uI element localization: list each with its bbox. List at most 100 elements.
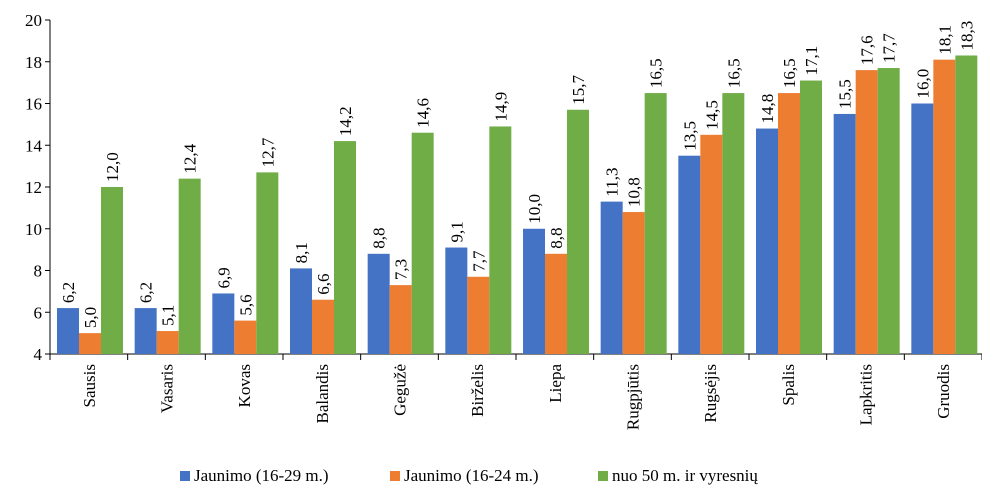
- data-label: 17,6: [858, 35, 877, 65]
- legend-swatch: [180, 471, 190, 481]
- bar: [445, 247, 468, 354]
- legend-swatch: [390, 471, 400, 481]
- bar: [411, 132, 434, 354]
- data-label: 8,8: [547, 228, 566, 249]
- bar: [467, 276, 490, 354]
- data-label: 16,5: [780, 58, 799, 88]
- data-label: 10,0: [525, 194, 544, 224]
- category-label: Rugpjūtis: [624, 364, 643, 430]
- data-label: 5,0: [81, 307, 100, 328]
- y-tick-label: 18: [25, 53, 42, 72]
- data-label: 5,1: [159, 305, 178, 326]
- data-label: 7,7: [469, 250, 488, 272]
- bar: [955, 55, 978, 355]
- bar: [134, 308, 157, 354]
- bar: [678, 155, 701, 354]
- category-label: Liepa: [546, 364, 565, 403]
- data-label: 6,9: [214, 267, 233, 288]
- data-label: 12,4: [181, 143, 200, 173]
- bar: [234, 320, 257, 354]
- bar: [800, 80, 822, 354]
- category-label: Spalis: [779, 364, 798, 406]
- y-tick-label: 10: [25, 220, 42, 239]
- data-label: 17,7: [880, 33, 899, 63]
- data-label: 16,5: [724, 58, 743, 88]
- data-label: 15,5: [836, 79, 855, 109]
- data-label: 6,6: [314, 273, 333, 294]
- y-tick-label: 6: [34, 303, 43, 322]
- data-label: 14,9: [491, 92, 510, 122]
- data-label: 13,5: [680, 121, 699, 151]
- category-label: Birželis: [468, 364, 487, 417]
- y-tick-label: 14: [25, 136, 43, 155]
- bar: [778, 93, 800, 354]
- data-label: 12,7: [258, 137, 277, 167]
- legend-swatch: [598, 471, 608, 481]
- bar: [334, 141, 356, 354]
- bar: [156, 331, 179, 354]
- data-label: 6,2: [59, 282, 78, 303]
- legend-label: nuo 50 m. ir vyresnių: [612, 466, 758, 485]
- category-labels: Sausis Vasaris Kovas Balandis Gegužė Birželis…: [80, 364, 953, 431]
- legend: Jaunimo (16-29 m.) Jaunimo (16-24 m.) nuo …: [180, 466, 758, 485]
- data-label: 8,8: [370, 228, 389, 249]
- value-labels: 6,2 6,2 6,9 8,1 8,8 9,1 10,0 11,3 13,5 14,8 15,5 16…: [59, 21, 976, 328]
- data-label: 16,0: [913, 69, 932, 99]
- y-tick-label: 20: [25, 11, 42, 30]
- category-label: Balandis: [313, 364, 332, 424]
- bar: [833, 113, 856, 354]
- bar: [545, 253, 567, 354]
- bar: [367, 253, 390, 354]
- category-label: Rugsėjis: [701, 364, 720, 423]
- bar: [722, 93, 745, 354]
- bar: [79, 333, 101, 354]
- data-label: 14,5: [702, 100, 721, 130]
- bar: [933, 59, 956, 354]
- bar: [101, 187, 123, 354]
- bar: [911, 103, 934, 354]
- bar: [523, 228, 545, 354]
- bar: [644, 93, 667, 354]
- y-tick-label: 4: [34, 345, 43, 364]
- category-label: Gruodis: [934, 364, 953, 419]
- bar: [700, 134, 723, 354]
- y-tick-label: 16: [25, 95, 42, 114]
- data-label: 14,8: [758, 94, 777, 124]
- bar: [212, 293, 235, 354]
- data-label: 10,8: [625, 177, 644, 207]
- data-label: 8,1: [292, 242, 311, 263]
- bar: [256, 172, 279, 354]
- data-label: 18,3: [957, 21, 976, 51]
- data-label: 5,6: [236, 294, 255, 315]
- bar: [57, 308, 79, 354]
- category-label: Vasaris: [158, 364, 177, 413]
- category-label: Lapkritis: [857, 364, 876, 425]
- bar: [389, 285, 412, 354]
- bar: [489, 126, 512, 355]
- category-label: Gegužė: [391, 364, 410, 416]
- data-label: 9,1: [447, 221, 466, 242]
- data-label: 6,2: [137, 282, 156, 303]
- bar: [600, 201, 623, 354]
- data-label: 15,7: [569, 75, 588, 105]
- data-label: 14,6: [414, 98, 433, 128]
- category-label: Kovas: [235, 364, 254, 407]
- bar: [290, 268, 312, 354]
- bar: [877, 68, 900, 354]
- y-tick-label: 8: [34, 262, 43, 281]
- bar: [567, 109, 589, 354]
- axes: 4 6 8 10 12 14 16 18 20: [25, 11, 982, 364]
- data-label: 17,1: [802, 46, 821, 76]
- data-label: 18,1: [935, 25, 954, 55]
- data-label: 16,5: [647, 58, 666, 88]
- bar: [855, 70, 878, 354]
- category-label: Sausis: [80, 364, 99, 407]
- bar: [312, 299, 334, 354]
- legend-label: Jaunimo (16-29 m.): [194, 466, 329, 485]
- bar: [756, 128, 778, 354]
- data-label: 7,3: [392, 259, 411, 280]
- bar: [622, 212, 645, 354]
- bars: [57, 55, 978, 355]
- data-label: 11,3: [603, 167, 622, 196]
